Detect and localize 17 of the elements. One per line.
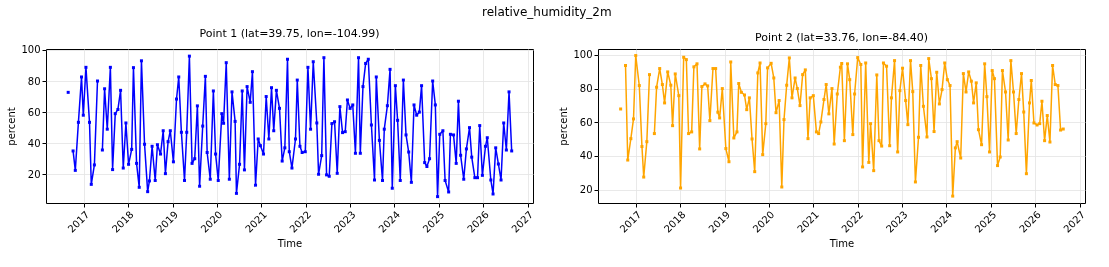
text: relative_humidity_2m bbox=[482, 5, 612, 20]
y-tick-label: 60 bbox=[27, 106, 41, 118]
y-tick-label: 100 bbox=[21, 44, 41, 56]
y-axis-title: percent bbox=[558, 107, 570, 146]
y-tick-label: 40 bbox=[579, 150, 593, 162]
y-tick-label: 80 bbox=[579, 83, 593, 95]
x-axis-title: Time bbox=[276, 237, 303, 249]
y-tick-label: 40 bbox=[27, 137, 41, 149]
y-axis-title: percent bbox=[6, 107, 18, 146]
chart-title: Point 1 (lat=39.75, lon=-104.99) bbox=[199, 26, 380, 40]
y-tick-label: 20 bbox=[579, 184, 593, 196]
y-tick-label: 20 bbox=[27, 168, 41, 180]
y-tick-label: 100 bbox=[573, 49, 593, 61]
x-axis-title: Time bbox=[828, 237, 855, 249]
y-tick-label: 80 bbox=[27, 75, 41, 87]
y-tick-label: 60 bbox=[579, 116, 593, 128]
chart-title: Point 2 (lat=33.76, lon=-84.40) bbox=[754, 31, 929, 44]
